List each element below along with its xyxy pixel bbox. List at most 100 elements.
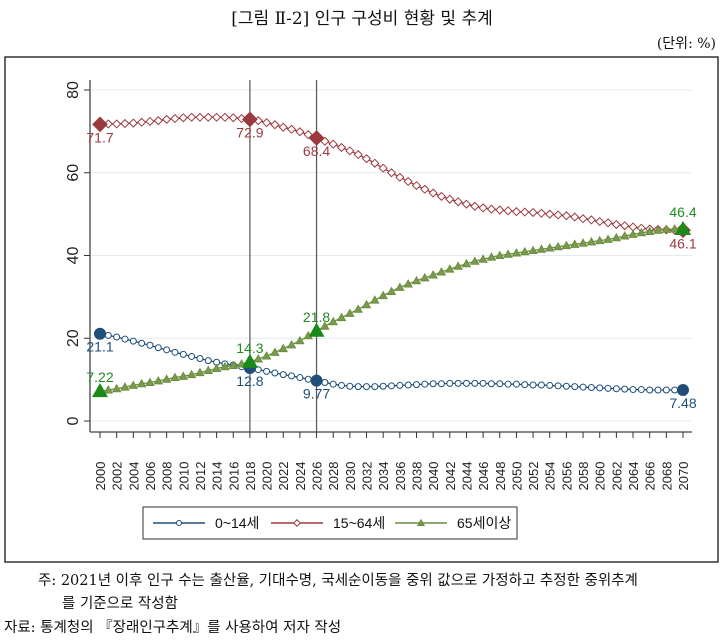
data-point: [178, 371, 189, 380]
data-point: [278, 122, 288, 132]
data-point: [562, 382, 570, 390]
data-point: [495, 205, 505, 215]
legend-box: [142, 506, 518, 540]
x-tick-label: 2016: [226, 462, 241, 491]
x-tick-label: 2052: [526, 462, 541, 491]
data-point: [187, 112, 197, 122]
legend-label: 15~64세: [333, 515, 385, 531]
data-point: [461, 258, 472, 268]
data-point: [378, 290, 388, 300]
x-tick-label: 2010: [176, 462, 191, 491]
legend-marker: [176, 520, 182, 526]
data-point: [495, 250, 505, 259]
x-tick-label: 2048: [493, 462, 508, 491]
data-point: [138, 339, 146, 347]
data-point: [594, 235, 605, 245]
data-point: [162, 114, 172, 124]
data-point: [553, 210, 563, 220]
data-point: [220, 361, 230, 371]
data-point: [529, 381, 537, 389]
legend-item: 65세이상: [395, 515, 511, 531]
highlight-point: [677, 384, 689, 397]
data-point: [263, 367, 271, 375]
x-tick-label: 2068: [659, 462, 674, 491]
data-point: [196, 355, 204, 363]
data-point: [286, 124, 297, 134]
data-point: [120, 382, 130, 391]
legend-label: 0~14세: [215, 515, 259, 531]
data-point: [570, 212, 580, 222]
data-point: [370, 295, 380, 304]
data-point: [370, 158, 380, 168]
data-point: [354, 383, 362, 391]
data-point: [603, 234, 613, 243]
x-tick-label: 2012: [193, 462, 208, 491]
data-point: [388, 382, 395, 390]
data-point: [353, 304, 363, 313]
data-point: [611, 232, 622, 242]
data-point: [228, 113, 238, 123]
chart-frame: [4, 56, 719, 563]
data-point: [154, 344, 162, 352]
data-point: [512, 380, 520, 388]
data-point: [603, 218, 613, 228]
data-point: [195, 112, 205, 122]
y-tick-label: 60: [65, 164, 82, 182]
data-point: [628, 229, 638, 238]
x-tick-label: 2042: [443, 462, 458, 491]
data-point: [270, 120, 280, 130]
data-point: [146, 341, 154, 349]
data-point: [321, 379, 329, 387]
data-point: [511, 248, 522, 257]
y-tick-label: 40: [65, 247, 82, 265]
x-tick-label: 2038: [409, 462, 424, 491]
data-point: [554, 382, 562, 390]
x-tick-label: 2058: [576, 462, 591, 491]
highlight-point: [92, 116, 108, 133]
data-point: [479, 379, 487, 387]
highlight-point: [241, 353, 258, 368]
data-point: [120, 118, 130, 129]
data-point: [537, 381, 545, 389]
data-point: [611, 219, 621, 230]
data-point: [437, 380, 445, 388]
data-label: 71.7: [86, 129, 113, 145]
data-point: [462, 379, 470, 387]
data-point: [546, 381, 554, 389]
x-tick-label: 2008: [160, 462, 175, 491]
data-point: [637, 386, 645, 394]
data-point: [203, 365, 214, 375]
footnote-continued: 를 기준으로 작성함: [62, 596, 178, 612]
legend-item: 15~64세: [271, 515, 385, 531]
data-point: [403, 279, 413, 288]
data-point: [578, 214, 588, 224]
data-point: [145, 377, 155, 387]
data-point: [503, 249, 513, 258]
data-point: [671, 386, 679, 394]
data-point: [129, 337, 137, 345]
data-point: [436, 191, 447, 201]
data-point: [596, 384, 604, 392]
x-tick-label: 2070: [676, 462, 691, 491]
highlight-point: [94, 327, 106, 340]
x-tick-label: 2018: [243, 462, 258, 491]
y-tick-label: 20: [65, 329, 82, 347]
data-point: [353, 149, 363, 160]
data-point: [328, 139, 338, 149]
data-point: [453, 261, 463, 270]
data-point: [361, 299, 372, 309]
data-point: [619, 231, 630, 240]
data-point: [178, 113, 188, 123]
data-point: [470, 256, 480, 265]
x-tick-label: 2056: [559, 462, 574, 491]
x-tick-label: 2040: [426, 462, 441, 491]
data-label: 9.77: [303, 386, 330, 402]
highlight-point: [91, 382, 109, 398]
data-point: [453, 197, 463, 207]
data-point: [654, 386, 662, 394]
x-tick-label: 2000: [93, 462, 108, 491]
data-point: [644, 226, 655, 236]
data-point: [179, 350, 187, 358]
data-point: [669, 224, 680, 233]
data-point: [511, 207, 522, 217]
